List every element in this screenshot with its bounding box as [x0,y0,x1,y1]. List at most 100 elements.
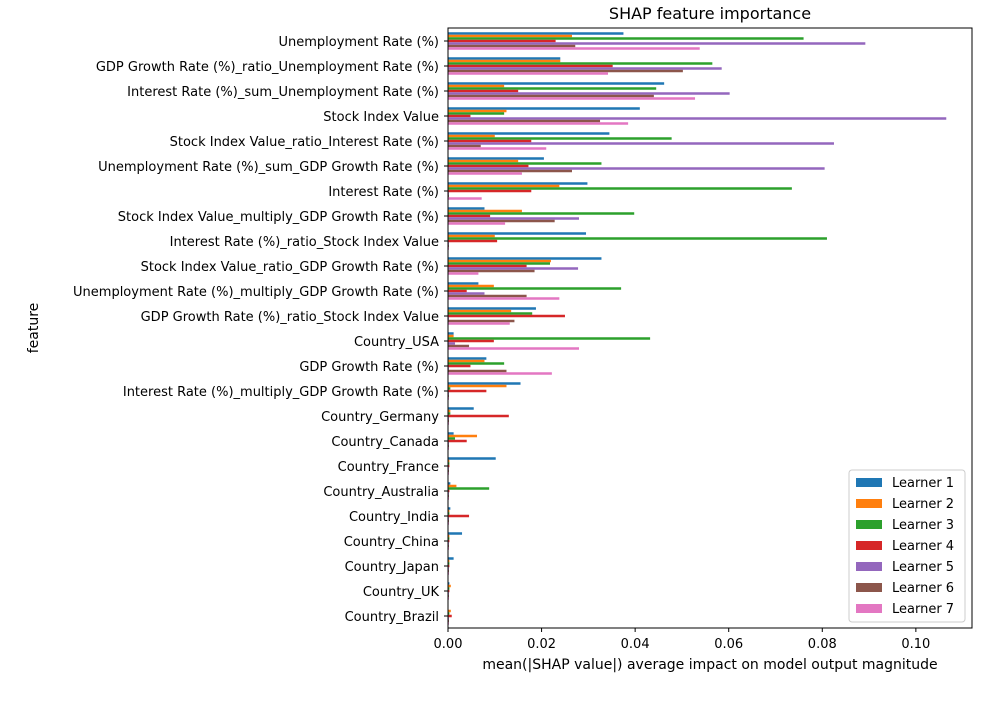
bar-21-learner-3 [448,562,450,565]
bar-5-learner-3 [448,162,602,165]
bar-22-learner-3 [448,587,450,590]
bar-13-learner-6 [448,369,507,373]
bar-0-learner-1 [448,32,624,35]
bar-1-learner-4 [448,64,613,68]
bar-13-learner-3 [448,362,505,365]
bar-0-learner-2 [448,34,572,38]
bar-8-learner-1 [448,232,587,235]
chart-title: SHAP feature importance [609,4,811,23]
bar-1-learner-3 [448,62,713,65]
legend-label-learner-7: Learner 7 [892,602,954,617]
bar-10-learner-5 [448,292,485,295]
legend-swatch-learner-1 [856,478,882,487]
bar-1-learner-1 [448,57,561,60]
bar-5-learner-7 [448,172,522,175]
bar-15-learner-2 [448,409,451,413]
bar-4-learner-7 [448,147,547,150]
bar-7-learner-5 [448,217,579,220]
bar-9-learner-7 [448,272,479,275]
y-tick-label: Stock Index Value_ratio_GDP Growth Rate … [141,260,439,275]
bar-13-learner-4 [448,364,471,368]
bar-7-learner-4 [448,214,491,218]
bar-0-learner-4 [448,39,556,43]
bar-0-learner-5 [448,42,866,45]
bar-5-learner-5 [448,167,825,170]
plot-frame [447,27,973,629]
bar-17-learner-3 [448,462,450,465]
bar-18-learner-3 [448,487,490,490]
bar-9-learner-6 [448,269,535,273]
bar-3-learner-6 [448,119,601,123]
bar-16-learner-2 [448,434,478,438]
bar-12-learner-3 [448,337,651,340]
x-tick-label: 0.00 [434,637,463,652]
y-tick-label: Country_UK [363,585,440,600]
bar-8-learner-4 [448,239,498,243]
bar-15-learner-1 [448,407,474,410]
bar-5-learner-6 [448,169,572,173]
y-tick-label: Country_China [344,535,439,550]
bar-6-learner-2 [448,184,560,188]
bar-14-learner-4 [448,389,487,393]
y-tick-label: GDP Growth Rate (%)_ratio_Unemployment R… [96,60,439,75]
y-tick-label: Unemployment Rate (%)_multiply_GDP Growt… [73,285,439,300]
bar-2-learner-6 [448,94,654,98]
y-tick-label: GDP Growth Rate (%)_ratio_Stock Index Va… [141,310,439,325]
bar-14-learner-1 [448,382,521,385]
bar-0-learner-7 [448,47,700,50]
bar-17-learner-1 [448,457,496,460]
bar-12-learner-6 [448,344,470,348]
bar-2-learner-7 [448,97,696,100]
legend-swatch-learner-6 [856,583,882,592]
bar-11-learner-4 [448,314,565,318]
bar-12-learner-5 [448,342,456,345]
bar-5-learner-4 [448,164,529,168]
y-tick-label: Interest Rate (%) [328,185,439,200]
y-tick-label: Country_France [338,460,439,475]
y-tick-label: Country_India [349,510,439,525]
bar-7-learner-3 [448,212,635,215]
bar-7-learner-6 [448,219,555,223]
bar-7-learner-1 [448,207,485,210]
bar-17-learner-4 [448,464,450,468]
bar-15-learner-3 [448,412,451,415]
x-tick-label: 0.08 [808,637,837,652]
bar-2-learner-2 [448,84,505,88]
bar-16-learner-1 [448,432,454,435]
x-tick-labels: 0.00 0.02 0.04 0.06 0.08 0.10 [434,628,930,652]
y-tick-label: Country_Canada [331,435,439,450]
bar-20-learner-4 [448,539,450,543]
x-tick-label: 0.02 [527,637,556,652]
bar-2-learner-4 [448,89,519,93]
legend-label-learner-5: Learner 5 [892,560,954,575]
y-tick-labels: Unemployment Rate (%) GDP Growth Rate (%)… [73,35,448,625]
legend-swatch-learner-3 [856,520,882,529]
legend-label-learner-1: Learner 1 [892,476,954,491]
bar-2-learner-1 [448,82,665,85]
y-tick-label: Unemployment Rate (%) [279,35,440,50]
bar-7-learner-2 [448,209,522,213]
bar-16-learner-4 [448,439,467,443]
bar-10-learner-2 [448,284,494,288]
legend-label-learner-4: Learner 4 [892,539,954,554]
bar-19-learner-1 [448,507,451,510]
y-tick-label: Country_Brazil [345,610,439,625]
bar-9-learner-1 [448,257,602,260]
y-tick-label: Interest Rate (%)_sum_Unemployment Rate … [127,85,439,100]
bar-10-learner-7 [448,297,560,300]
bar-8-learner-2 [448,234,495,238]
bar-18-learner-2 [448,484,457,488]
legend-swatch-learner-5 [856,562,882,571]
bar-20-learner-3 [448,537,450,540]
bar-20-learner-2 [448,534,450,538]
bar-3-learner-3 [448,112,505,115]
bar-2-learner-5 [448,92,730,95]
bar-2-learner-3 [448,87,657,90]
bar-9-learner-3 [448,262,550,265]
y-tick-label: Unemployment Rate (%)_sum_GDP Growth Rat… [98,160,439,175]
bar-21-learner-4 [448,564,450,568]
legend-label-learner-3: Learner 3 [892,518,954,533]
y-tick-label: Country_Australia [323,485,439,500]
